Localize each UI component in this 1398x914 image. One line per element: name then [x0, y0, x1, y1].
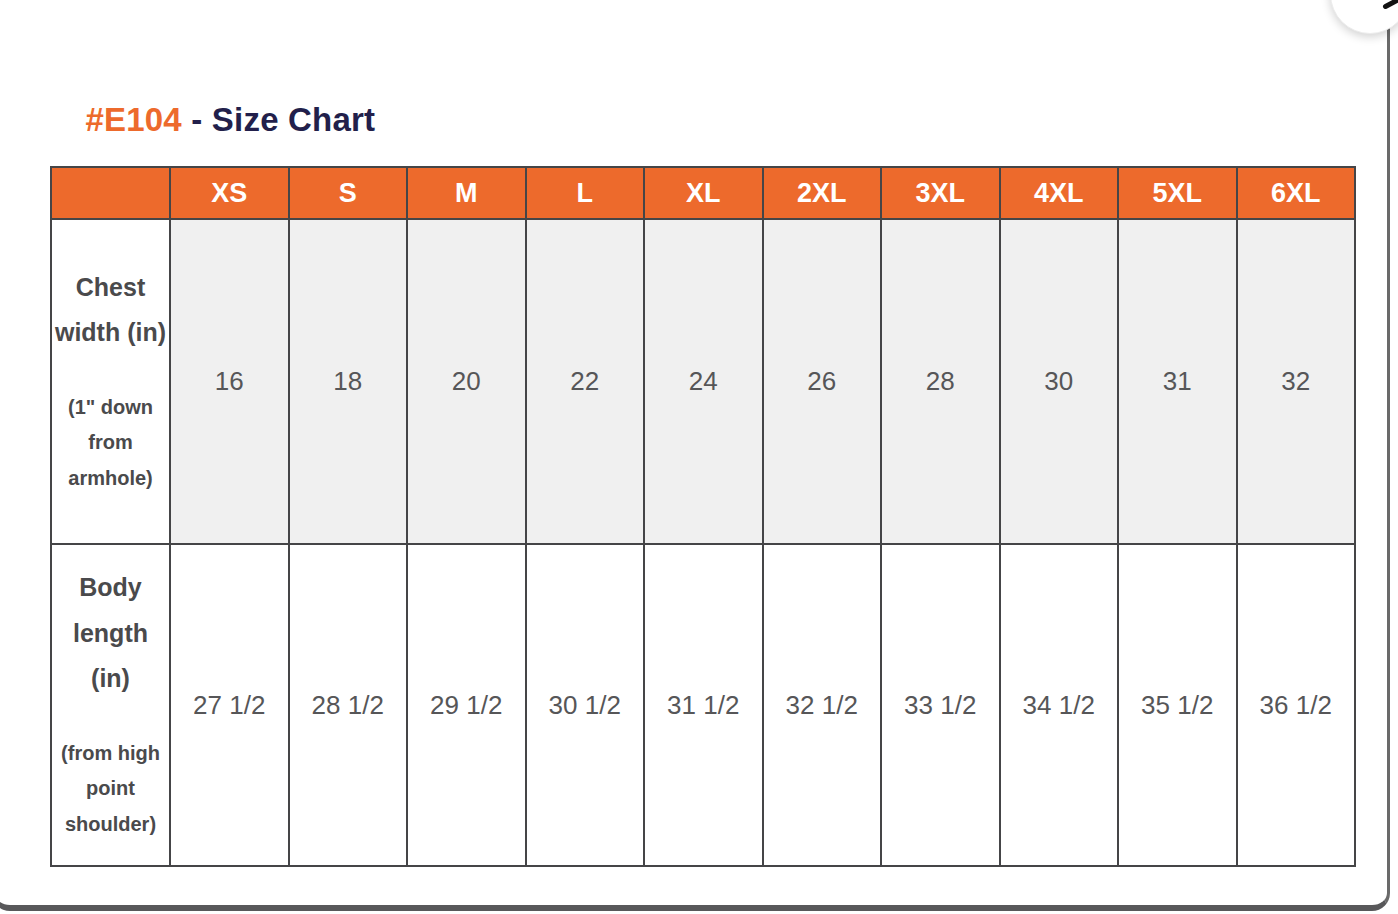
size-header-s: S — [289, 167, 408, 219]
close-icon — [1382, 0, 1398, 10]
corner-cell — [51, 167, 170, 219]
body-length-s: 28 1/2 — [289, 544, 408, 866]
row-label-body-length: Body length (in) (from high point should… — [51, 544, 170, 866]
size-chart-table: XS S M L XL 2XL 3XL 4XL 5XL 6XL Chest wi… — [50, 166, 1356, 867]
chest-width-xs: 16 — [170, 219, 289, 544]
chest-width-l: 22 — [526, 219, 645, 544]
body-length-3xl: 33 1/2 — [881, 544, 1000, 866]
body-length-m: 29 1/2 — [407, 544, 526, 866]
product-code: #E104 — [85, 101, 181, 138]
chest-width-m: 20 — [407, 219, 526, 544]
row-label-main: Body length (in) — [54, 565, 167, 702]
title-text: - Size Chart — [182, 101, 375, 138]
row-label-chest-width: Chest width (in) (1" down from armhole) — [51, 219, 170, 544]
size-header-2xl: 2XL — [763, 167, 882, 219]
body-length-xs: 27 1/2 — [170, 544, 289, 866]
chest-width-xl: 24 — [644, 219, 763, 544]
size-header-m: M — [407, 167, 526, 219]
size-header-6xl: 6XL — [1237, 167, 1356, 219]
page-title: #E104 - Size Chart — [48, 63, 375, 177]
size-header-3xl: 3XL — [881, 167, 1000, 219]
row-label-main: Chest width (in) — [54, 265, 167, 356]
chest-width-4xl: 30 — [1000, 219, 1119, 544]
body-length-xl: 31 1/2 — [644, 544, 763, 866]
size-header-xl: XL — [644, 167, 763, 219]
chest-width-5xl: 31 — [1118, 219, 1237, 544]
size-header-4xl: 4XL — [1000, 167, 1119, 219]
body-length-5xl: 35 1/2 — [1118, 544, 1237, 866]
row-label-note: (from high point shoulder) — [54, 736, 167, 843]
body-length-2xl: 32 1/2 — [763, 544, 882, 866]
body-length-l: 30 1/2 — [526, 544, 645, 866]
table-row-body-length: Body length (in) (from high point should… — [51, 544, 1355, 866]
chest-width-2xl: 26 — [763, 219, 882, 544]
body-length-6xl: 36 1/2 — [1237, 544, 1356, 866]
size-header-l: L — [526, 167, 645, 219]
size-chart-modal: #E104 - Size Chart XS S M L XL 2XL 3XL 4… — [0, 0, 1390, 911]
table-row-chest-width: Chest width (in) (1" down from armhole) … — [51, 219, 1355, 544]
row-label-note: (1" down from armhole) — [54, 390, 167, 497]
chest-width-s: 18 — [289, 219, 408, 544]
body-length-4xl: 34 1/2 — [1000, 544, 1119, 866]
chest-width-6xl: 32 — [1237, 219, 1356, 544]
table-header-row: XS S M L XL 2XL 3XL 4XL 5XL 6XL — [51, 167, 1355, 219]
size-header-xs: XS — [170, 167, 289, 219]
chest-width-3xl: 28 — [881, 219, 1000, 544]
size-header-5xl: 5XL — [1118, 167, 1237, 219]
